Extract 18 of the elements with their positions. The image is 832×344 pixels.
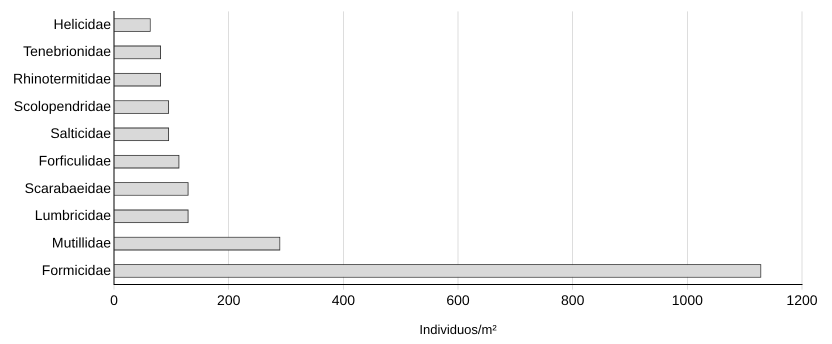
x-tick-label: 1200 [786, 292, 818, 308]
y-tick-label: Mutillidae [52, 234, 112, 250]
x-tick-label: 400 [332, 292, 356, 308]
y-tick-label: Scarabaeidae [24, 180, 112, 196]
x-tick-label: 800 [561, 292, 585, 308]
y-tick-label: Formicidae [42, 262, 112, 278]
x-axis-title: Individuos/m² [419, 322, 498, 337]
x-tick-label: 1000 [672, 292, 704, 308]
y-tick-label: Rhinotermitidae [12, 70, 112, 87]
y-tick-label: Tenebrionidae [23, 43, 112, 60]
x-tick-label: 0 [110, 292, 118, 308]
y-tick-label: Lumbricidae [34, 207, 112, 224]
y-tick-label: Scolopendridae [14, 98, 112, 114]
x-tick-label: 600 [446, 292, 470, 308]
y-tick-label: Helicidae [53, 16, 112, 32]
x-tick-label: 200 [217, 292, 241, 308]
y-tick-label: Salticidae [50, 125, 112, 142]
y-tick-label: Forficulidae [38, 152, 112, 169]
